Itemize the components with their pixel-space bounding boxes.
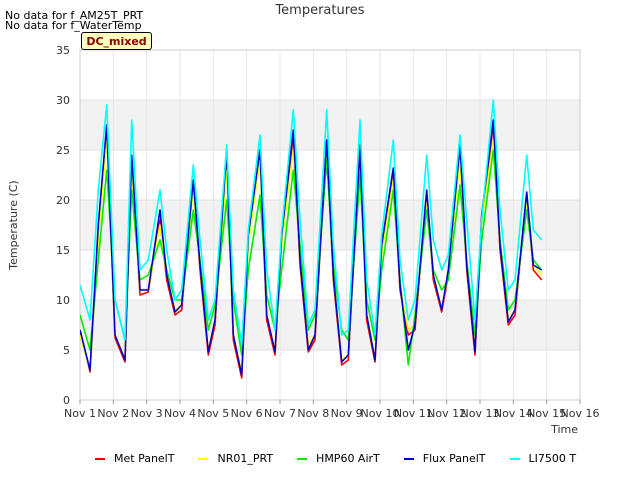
legend-label: NR01_PRT [217,452,274,465]
x-tick-label: Nov 15 [527,407,566,420]
x-tick-label: Nov 3 [131,407,163,420]
x-tick-label: Nov 10 [361,407,400,420]
y-tick-label: 25 [56,144,70,157]
x-tick-label: Nov 13 [461,407,500,420]
legend-swatch [198,457,209,460]
y-tick-label: 30 [56,94,70,107]
x-tick-label: Nov 14 [494,407,533,420]
legend-label: Flux PanelT [422,452,486,465]
y-axis-label: Temperature (C) [7,180,20,270]
y-tick-label: 5 [63,344,70,357]
band [80,50,580,100]
legend-label: Met PanelT [114,452,175,465]
x-tick-label: Nov 7 [264,407,296,420]
y-tick-label: 15 [56,244,70,257]
y-tick-label: 0 [63,394,70,407]
x-tick-label: Nov 4 [164,407,196,420]
y-tick-label: 35 [56,44,70,57]
no-data-note-1: No data for f_AM25T_PRT [5,9,144,22]
legend-item: HMP60 AirT [297,452,380,465]
plot-area [79,49,581,401]
y-axis-ticks: 0 5 10 15 20 25 30 35 [56,44,70,407]
x-tick-label: Nov 8 [297,407,329,420]
band [80,300,580,350]
legend-item: Met PanelT [95,452,174,465]
x-tick-label: Nov 12 [427,407,466,420]
x-tick-label: Nov 1 [64,407,96,420]
series-line-li7500-t [80,99,543,346]
y-tick-label: 10 [56,294,70,307]
band [80,100,580,150]
x-tick-label: Nov 2 [97,407,129,420]
legend-label: LI7500 T [528,452,577,465]
band [80,350,580,400]
legend-item: NR01_PRT [198,452,273,465]
x-tick-label: Nov 11 [394,407,433,420]
x-axis-ticks: Nov 1 Nov 2 Nov 3 Nov 4 Nov 5 Nov 6 Nov 7 Nov 8… [64,400,599,420]
x-tick-label: Nov 16 [561,407,600,420]
chart-title: Temperatures [274,3,364,18]
legend-label: HMP60 AirT [316,452,380,465]
x-tick-label: Nov 5 [197,407,229,420]
x-axis-label: Time [550,423,578,436]
legend-swatch [509,457,520,460]
series-lines [80,99,543,379]
y-tick-label: 20 [56,194,70,207]
no-data-note-2: No data for f_WaterTemp [5,19,142,32]
legend-swatch [297,457,308,460]
series-line-flux-panelt [80,119,543,376]
legend-item: Flux PanelT [403,452,486,465]
legend-swatch [95,457,105,460]
x-tick-label: Nov 6 [231,407,263,420]
legend-item: LI7500 T [509,452,577,465]
site-badge: DC_mixed [81,32,152,50]
x-tick-label: Nov 9 [331,407,363,420]
legend-swatch [403,457,414,460]
legend: Met PanelT NR01_PRT HMP60 AirT Flux PanelT L… [95,452,600,465]
